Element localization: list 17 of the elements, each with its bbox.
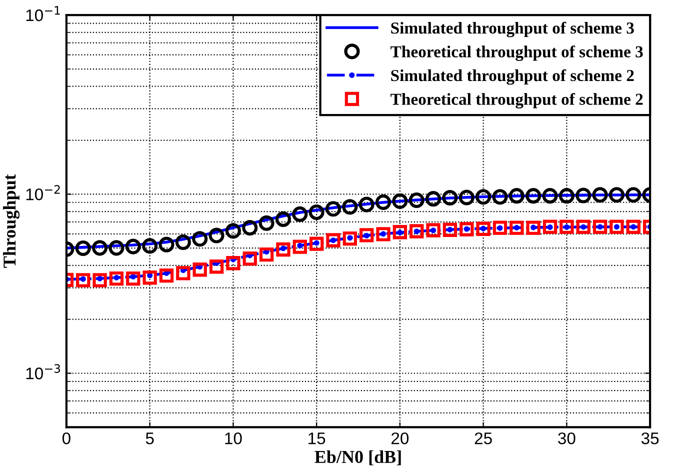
x-tick-label: 35: [641, 432, 659, 444]
x-tick-label: 20: [392, 432, 409, 444]
x-tick-label: 0: [62, 432, 70, 444]
x-tick-label: 5: [146, 432, 154, 444]
y-tick-label: 10$^{−3}$: [26, 364, 60, 380]
x-tick-label: 15: [308, 432, 326, 444]
legend-label: Simulated throughput of scheme 3: [391, 22, 634, 38]
x-tick-label: 10: [225, 432, 242, 444]
y-axis-title: Throughput: [3, 174, 20, 268]
legend-label: Simulated throughput of scheme 2: [391, 69, 634, 85]
y-tick-label: 10$^{−2}$: [26, 185, 60, 200]
x-axis-title: Eb/N0 [dB]: [314, 450, 401, 466]
legend-label: Theoretical throughput of scheme 3: [390, 46, 643, 61]
x-tick-label: 25: [474, 432, 492, 444]
x-tick-label: 30: [558, 432, 576, 444]
y-tick-label: 10$^{−1}$: [26, 6, 60, 22]
legend-label: Theoretical throughput of scheme 2: [390, 93, 643, 108]
